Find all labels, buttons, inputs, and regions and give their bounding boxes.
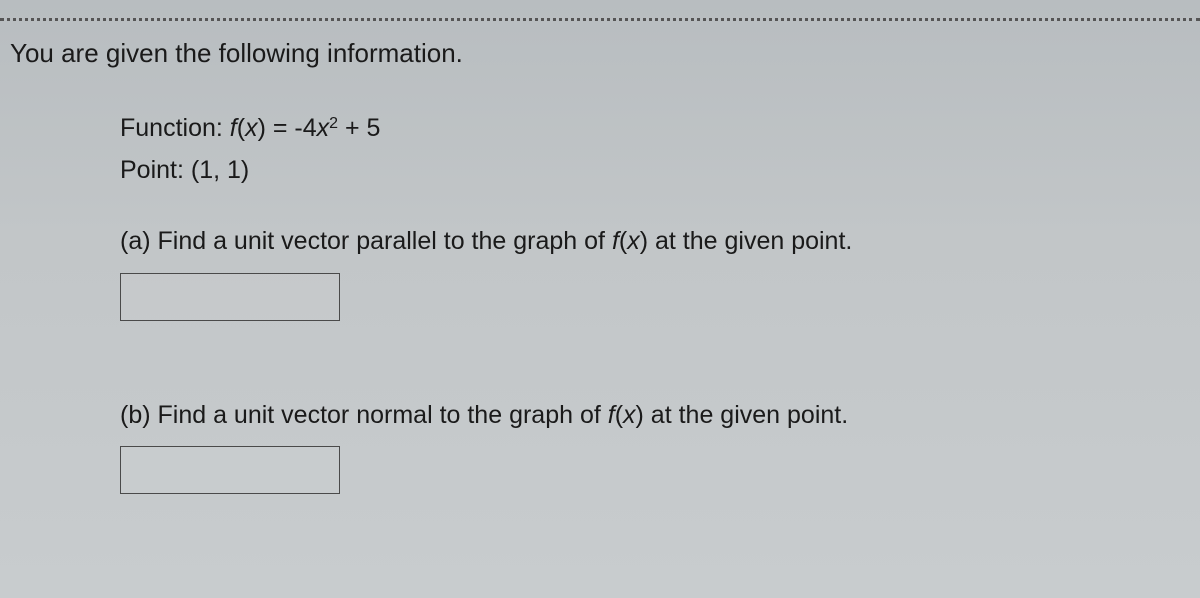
function-line: Function: f(x) = -4x2 + 5 bbox=[120, 110, 1160, 148]
function-arg: (x) bbox=[237, 114, 266, 142]
function-label: Function: bbox=[120, 114, 230, 142]
part-a-f: f bbox=[612, 227, 619, 255]
part-a-arg-x: x bbox=[627, 227, 640, 255]
part-b: (b) Find a unit vector normal to the gra… bbox=[120, 397, 1160, 495]
part-a-text: (a) Find a unit vector parallel to the g… bbox=[120, 223, 1160, 261]
part-b-text: (b) Find a unit vector normal to the gra… bbox=[120, 397, 1160, 435]
content-area: Function: f(x) = -4x2 + 5 Point: (1, 1) … bbox=[120, 110, 1160, 494]
function-tail: + 5 bbox=[338, 114, 380, 142]
function-f: f bbox=[230, 114, 237, 142]
part-a-arg: (x) bbox=[619, 227, 648, 255]
page-heading: You are given the following information. bbox=[10, 38, 463, 69]
spacer bbox=[120, 321, 1160, 363]
part-a: (a) Find a unit vector parallel to the g… bbox=[120, 223, 1160, 321]
function-arg-x: x bbox=[245, 114, 258, 142]
point-line: Point: (1, 1) bbox=[120, 152, 1160, 190]
function-var: x bbox=[317, 114, 330, 142]
function-coef: -4 bbox=[294, 114, 316, 142]
part-b-label: (b) Find a unit vector normal to the gra… bbox=[120, 401, 608, 429]
part-b-answer-input[interactable] bbox=[120, 446, 340, 494]
part-b-f: f bbox=[608, 401, 615, 429]
part-b-arg: (x) bbox=[615, 401, 644, 429]
part-a-tail: at the given point. bbox=[648, 227, 852, 255]
top-dotted-divider bbox=[0, 18, 1200, 22]
part-b-tail: at the given point. bbox=[644, 401, 848, 429]
part-b-arg-x: x bbox=[623, 401, 636, 429]
function-eq: = bbox=[266, 114, 295, 142]
function-exp: 2 bbox=[329, 115, 338, 132]
part-a-answer-input[interactable] bbox=[120, 273, 340, 321]
part-a-label: (a) Find a unit vector parallel to the g… bbox=[120, 227, 612, 255]
